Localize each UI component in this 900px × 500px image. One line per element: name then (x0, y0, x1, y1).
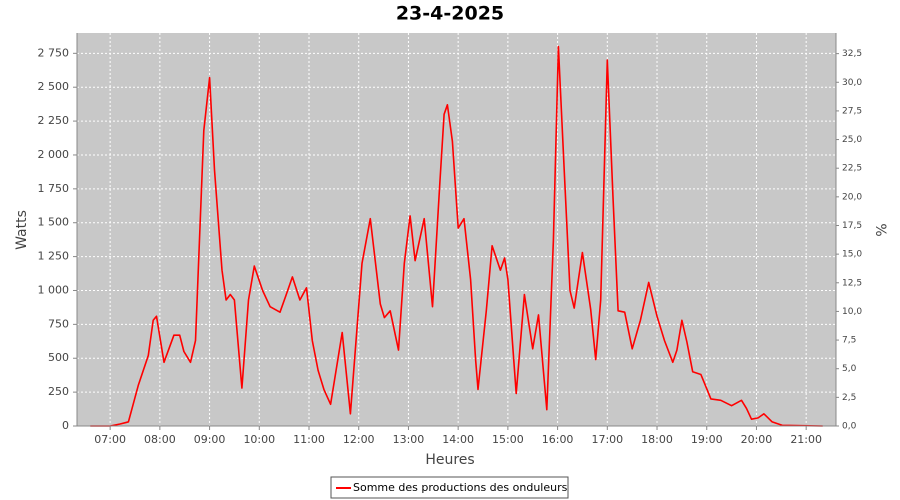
x-axis-label: Heures (425, 452, 474, 468)
y2-tick-label: 22,5 (842, 164, 862, 174)
x-tick-label: 08:00 (144, 433, 176, 446)
y2-tick-label: 7,5 (842, 336, 856, 346)
y-tick-label: 500 (48, 351, 69, 364)
series-line (90, 45, 823, 427)
y-tick-label: 1 750 (38, 182, 70, 195)
x-tick-label: 20:00 (741, 433, 773, 446)
y2-tick-label: 27,5 (842, 106, 862, 116)
x-tick-label: 17:00 (591, 433, 623, 446)
y-tick-label: 250 (48, 385, 69, 398)
plot-area (77, 33, 836, 426)
y-axis-label: Watts (14, 210, 30, 250)
legend-label: Somme des productions des onduleurs (353, 481, 568, 494)
legend (330, 476, 569, 499)
x-tick-label: 07:00 (94, 433, 126, 446)
x-tick-label: 11:00 (293, 433, 325, 446)
x-tick-label: 09:00 (194, 433, 226, 446)
y-tick-label: 2 500 (38, 80, 70, 93)
y-tick-label: 2 750 (38, 46, 70, 59)
y-tick-label: 2 250 (38, 114, 70, 127)
y2-tick-label: 5,0 (842, 364, 857, 374)
x-tick-label: 13:00 (393, 433, 425, 446)
y2-tick-label: 32,5 (842, 49, 862, 59)
y2-tick-label: 20,0 (842, 192, 862, 202)
y-tick-label: 1 500 (38, 216, 70, 229)
y2-tick-label: 10,0 (842, 307, 862, 317)
y2-tick-label: 0,0 (842, 422, 857, 432)
x-tick-label: 18:00 (641, 433, 673, 446)
y2-axis-label: % (872, 223, 888, 236)
marks (90, 45, 823, 427)
x-tick-label: 14:00 (442, 433, 474, 446)
y-tick-label: 1 000 (38, 283, 70, 296)
x-tick-label: 21:00 (790, 433, 822, 446)
x-tick-label: 16:00 (542, 433, 574, 446)
y2-tick-label: 17,5 (842, 221, 862, 231)
y2-tick-label: 30,0 (842, 78, 862, 88)
x-tick-label: 10:00 (243, 433, 275, 446)
x-tick-label: 19:00 (691, 433, 723, 446)
chart-title: 23-4-2025 (396, 3, 504, 25)
x-tick-label: 15:00 (492, 433, 524, 446)
x-tick-label: 12:00 (343, 433, 375, 446)
y2-tick-label: 25,0 (842, 135, 862, 145)
y-tick-label: 2 000 (38, 148, 70, 161)
y-tick-label: 1 250 (38, 250, 70, 263)
y-tick-label: 750 (48, 317, 69, 330)
y2-tick-label: 2,5 (842, 393, 856, 403)
y2-tick-label: 12,5 (842, 278, 862, 288)
y-tick-label: 0 (62, 419, 69, 432)
y2-tick-label: 15,0 (842, 250, 862, 260)
